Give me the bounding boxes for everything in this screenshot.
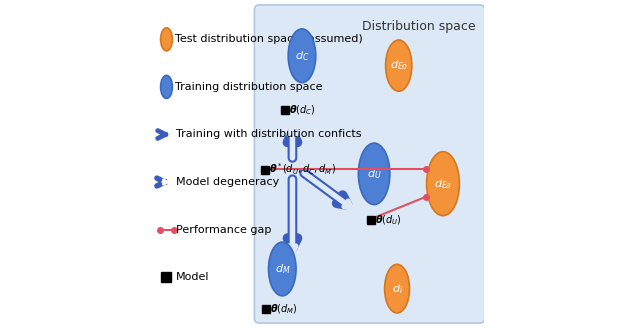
Ellipse shape	[161, 28, 172, 51]
Text: Test distribution space (assumed): Test distribution space (assumed)	[175, 34, 363, 44]
Text: Performance gap: Performance gap	[175, 225, 271, 235]
Text: $d_{Ea}$: $d_{Ea}$	[434, 177, 452, 191]
Text: Model: Model	[175, 272, 209, 282]
Text: $d_{Eo}$: $d_{Eo}$	[390, 59, 408, 72]
Text: Distribution space: Distribution space	[362, 20, 476, 33]
Text: $d_{U}$: $d_{U}$	[367, 167, 381, 181]
Text: $\boldsymbol{\theta}(d_C)$: $\boldsymbol{\theta}(d_C)$	[289, 103, 316, 117]
Ellipse shape	[358, 143, 390, 205]
Text: $d_{C}$: $d_{C}$	[295, 49, 309, 63]
Ellipse shape	[161, 75, 172, 98]
Ellipse shape	[288, 29, 316, 83]
Ellipse shape	[385, 40, 412, 91]
Ellipse shape	[269, 242, 296, 296]
Text: Training with distribution conficts: Training with distribution conficts	[175, 130, 361, 139]
Text: $d_{I}$: $d_{I}$	[392, 282, 403, 296]
Ellipse shape	[385, 264, 410, 313]
FancyBboxPatch shape	[254, 5, 484, 323]
Text: $\boldsymbol{\theta}(d_M)$: $\boldsymbol{\theta}(d_M)$	[270, 302, 298, 316]
Ellipse shape	[427, 152, 460, 216]
Text: $\boldsymbol{\theta}^*(d_U, d_C, d_M)$: $\boldsymbol{\theta}^*(d_U, d_C, d_M)$	[269, 162, 336, 177]
Text: Model degeneracy: Model degeneracy	[175, 177, 279, 187]
Text: $d_{M}$: $d_{M}$	[275, 262, 290, 276]
Text: Training distribution space: Training distribution space	[175, 82, 323, 92]
Text: $\boldsymbol{\theta}(d_U)$: $\boldsymbol{\theta}(d_U)$	[375, 213, 402, 227]
